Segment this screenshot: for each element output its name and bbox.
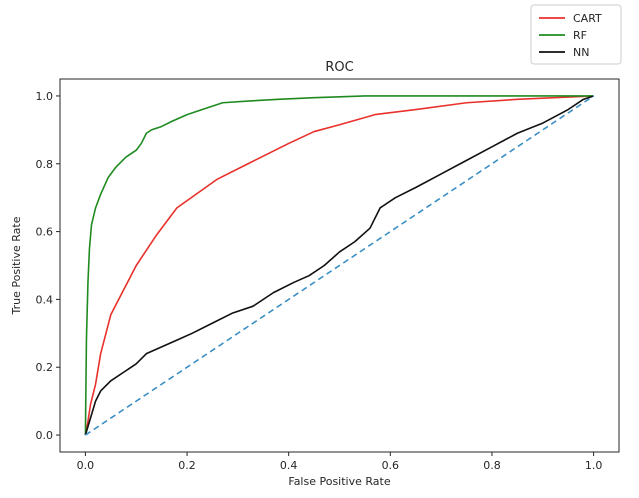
series-line-rf [84,95,594,436]
series-line-cart [84,95,594,436]
x-tick-label: 1.0 [585,459,603,472]
x-tick-label: 0.8 [483,459,501,472]
legend-box [530,4,622,65]
plot-area [59,78,620,453]
x-tick-label: 0.2 [178,459,196,472]
y-axis-label: True Positive Rate [10,216,23,315]
x-tick-label: 0.6 [382,459,400,472]
legend-label-nn: NN [573,46,589,59]
x-tick-label: 0.0 [77,459,95,472]
ticks-layer: 0.0 0.2 0.4 0.6 0.8 1.0 0.0 0.2 0.4 0.6 0.8 1.0 [36,90,603,472]
y-tick-label: 0.8 [36,158,54,171]
y-tick-label: 0.2 [36,361,54,374]
x-axis-label: False Positive Rate [288,475,390,488]
series-line-nn [84,95,594,436]
legend-label-rf: RF [573,29,587,42]
y-tick-label: 0.0 [36,429,54,442]
series-layer [84,95,595,436]
x-tick-label: 0.4 [280,459,298,472]
legend-label-cart: CART [573,12,602,25]
chart-title: ROC [325,60,353,75]
y-tick-label: 1.0 [36,90,54,103]
legend: CART RF NN [530,4,622,65]
reference-diagonal-line [84,95,595,436]
y-tick-label: 0.6 [36,226,54,239]
y-tick-label: 0.4 [36,293,54,306]
